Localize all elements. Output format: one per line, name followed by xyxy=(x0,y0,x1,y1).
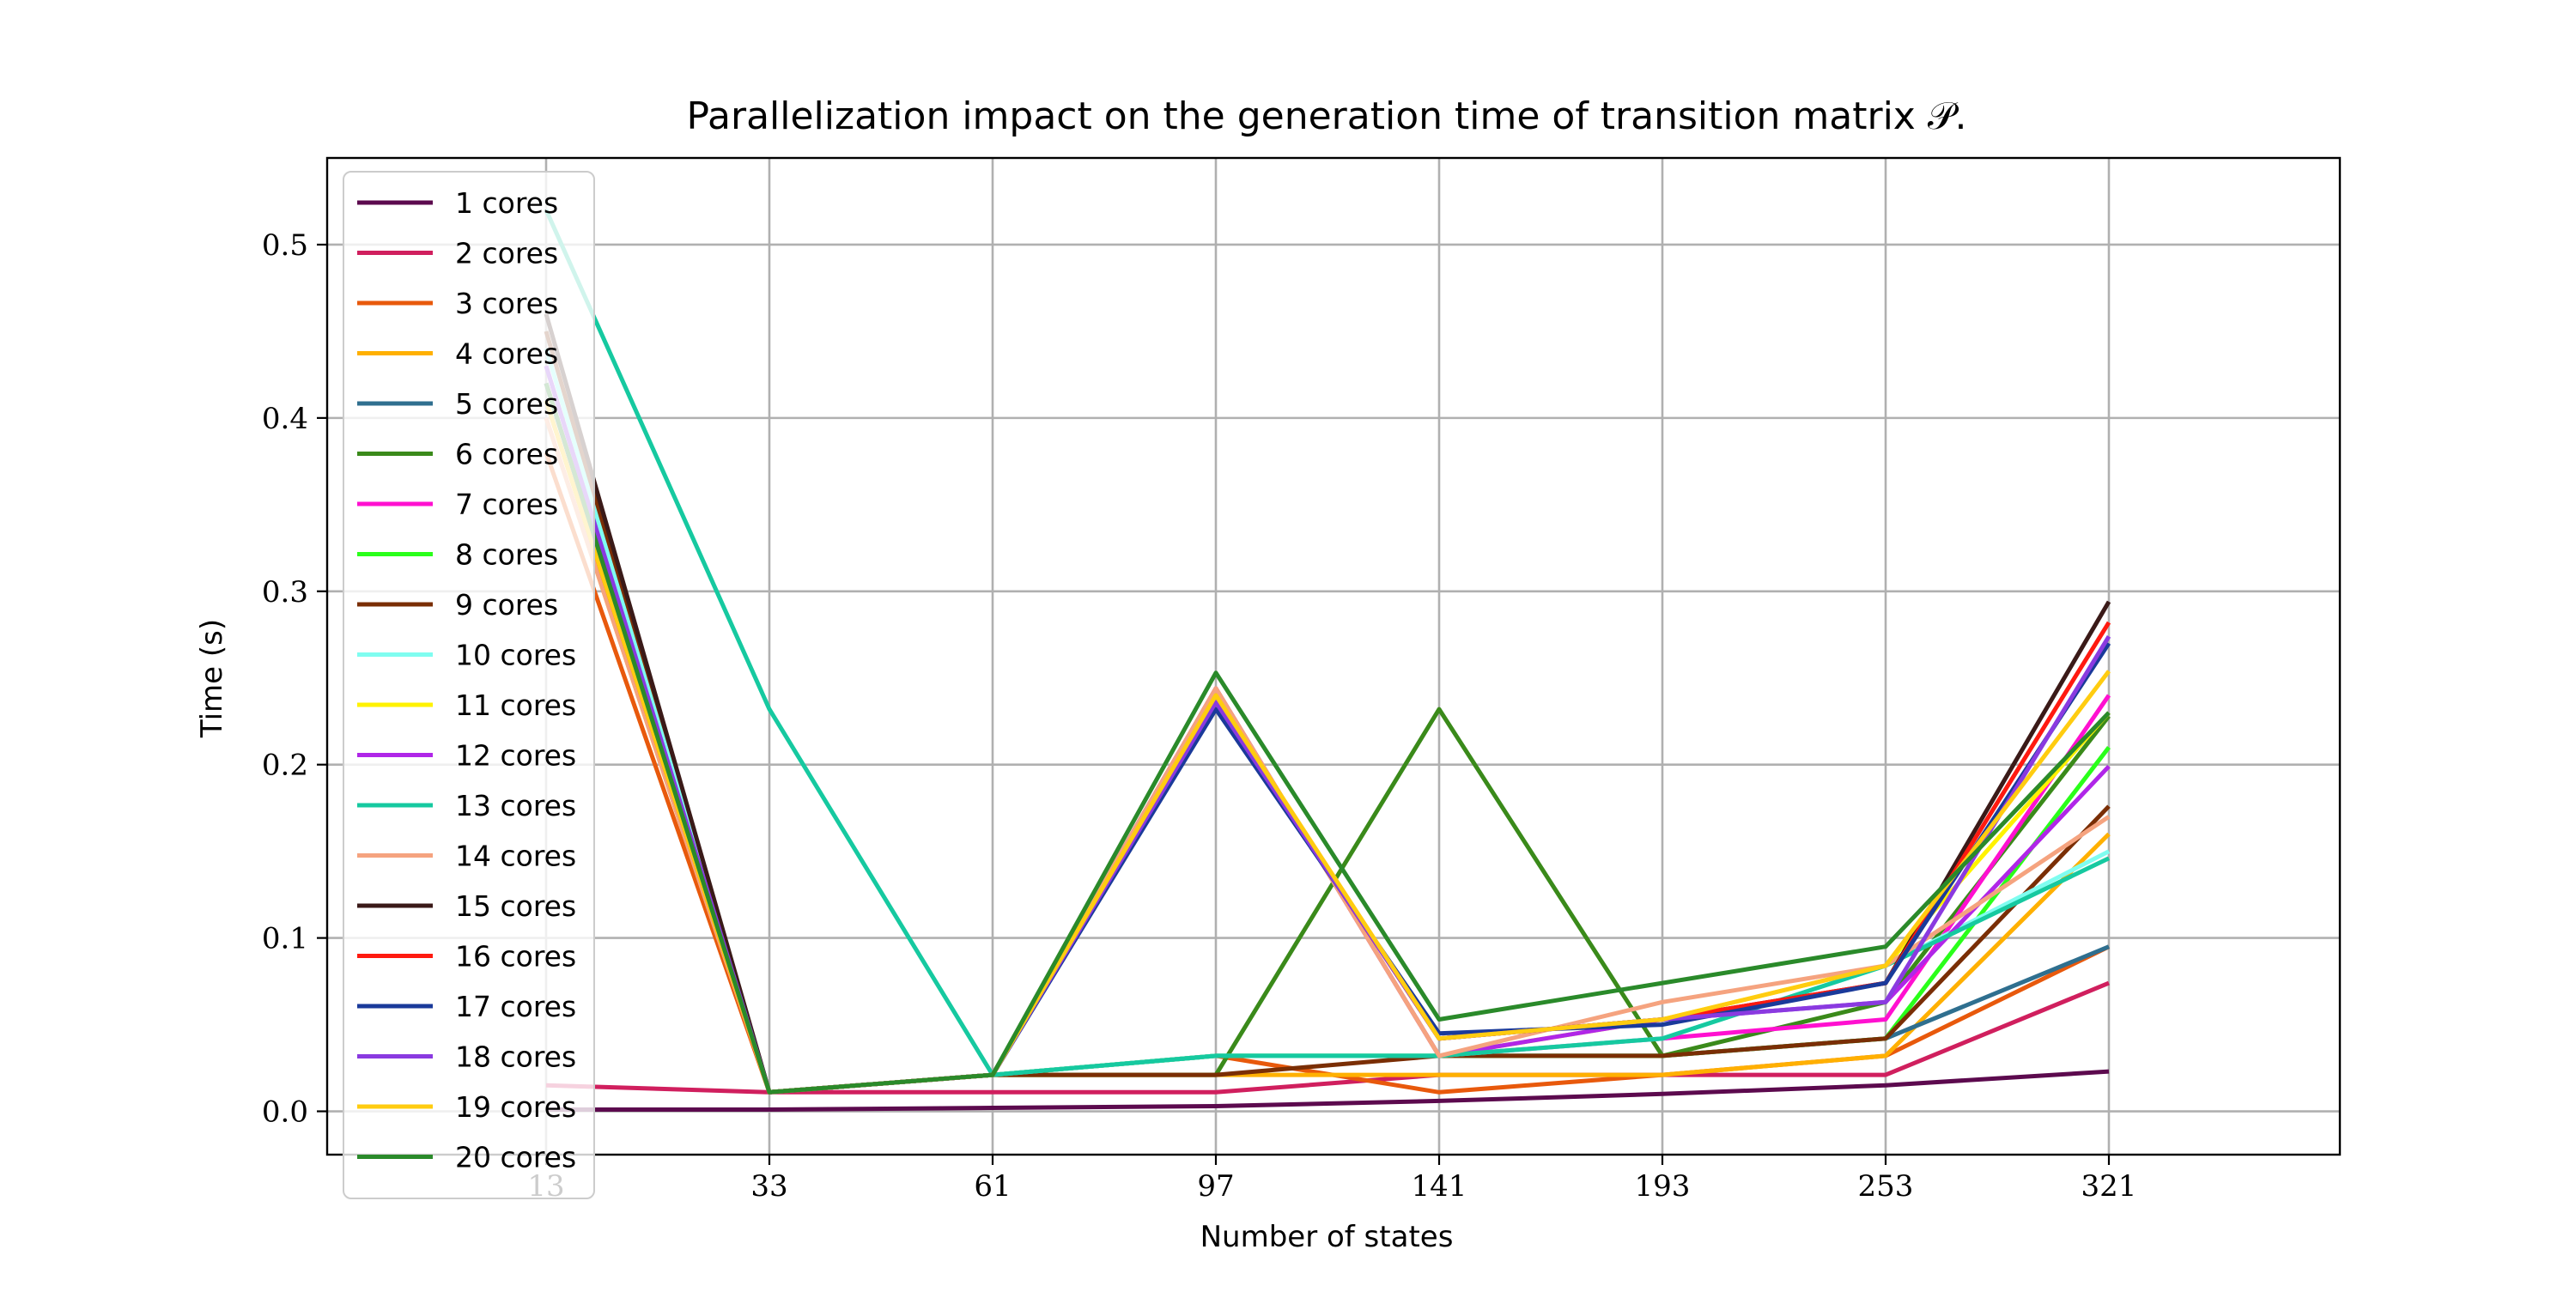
x-tick-label: 253 xyxy=(1858,1169,1914,1204)
x-axis-label: Number of states xyxy=(1200,1220,1454,1254)
legend-label: 9 cores xyxy=(455,588,558,622)
legend-label: 12 cores xyxy=(455,739,576,773)
legend-label: 16 cores xyxy=(455,940,576,974)
legend-label: 4 cores xyxy=(455,337,558,371)
legend: 1 cores 2 cores 3 cores 4 cores 5 cores 6 cor… xyxy=(343,171,595,1199)
plot-frame xyxy=(325,156,2342,1156)
y-tick-label: 0.2 xyxy=(262,749,308,783)
series-lines xyxy=(544,209,2111,1112)
y-tick-label: 0.5 xyxy=(262,228,308,263)
legend-label: 8 cores xyxy=(455,538,558,572)
series-line xyxy=(546,1069,2110,1112)
legend-label: 5 cores xyxy=(455,387,558,421)
legend-label: 18 cores xyxy=(455,1040,576,1074)
legend-label: 11 cores xyxy=(455,688,576,722)
legend-label: 6 cores xyxy=(455,438,558,471)
x-tick-label: 61 xyxy=(974,1169,1011,1204)
legend-label: 14 cores xyxy=(455,840,576,873)
series-line xyxy=(545,980,2110,1095)
legend-label: 20 cores xyxy=(455,1141,576,1174)
y-tick-label: 0.1 xyxy=(262,922,308,956)
x-tick-label: 321 xyxy=(2081,1169,2137,1204)
chart-title: Parallelization impact on the generation… xyxy=(686,94,1966,138)
legend-label: 3 cores xyxy=(455,287,558,320)
series-line xyxy=(544,382,2111,1095)
legend-label: 17 cores xyxy=(455,990,576,1023)
x-tick-label: 33 xyxy=(750,1169,787,1204)
y-axis-label: Time (s) xyxy=(195,619,229,738)
legend-label: 1 cores xyxy=(455,186,558,220)
series-line xyxy=(544,209,2111,1077)
legend-box xyxy=(343,171,595,1199)
x-tick-label: 97 xyxy=(1197,1169,1234,1204)
legend-label: 10 cores xyxy=(455,639,576,672)
legend-label: 15 cores xyxy=(455,889,576,923)
y-tick-label: 0.0 xyxy=(262,1095,308,1130)
x-tick-label: 141 xyxy=(1412,1169,1467,1204)
legend-label: 2 cores xyxy=(455,237,558,270)
legend-label: 13 cores xyxy=(455,789,576,822)
y-tick-label: 0.4 xyxy=(262,402,308,436)
x-tick-label: 193 xyxy=(1635,1169,1691,1204)
legend-label: 7 cores xyxy=(455,488,558,521)
y-tick-label: 0.3 xyxy=(262,575,308,610)
legend-label: 19 cores xyxy=(455,1090,576,1124)
